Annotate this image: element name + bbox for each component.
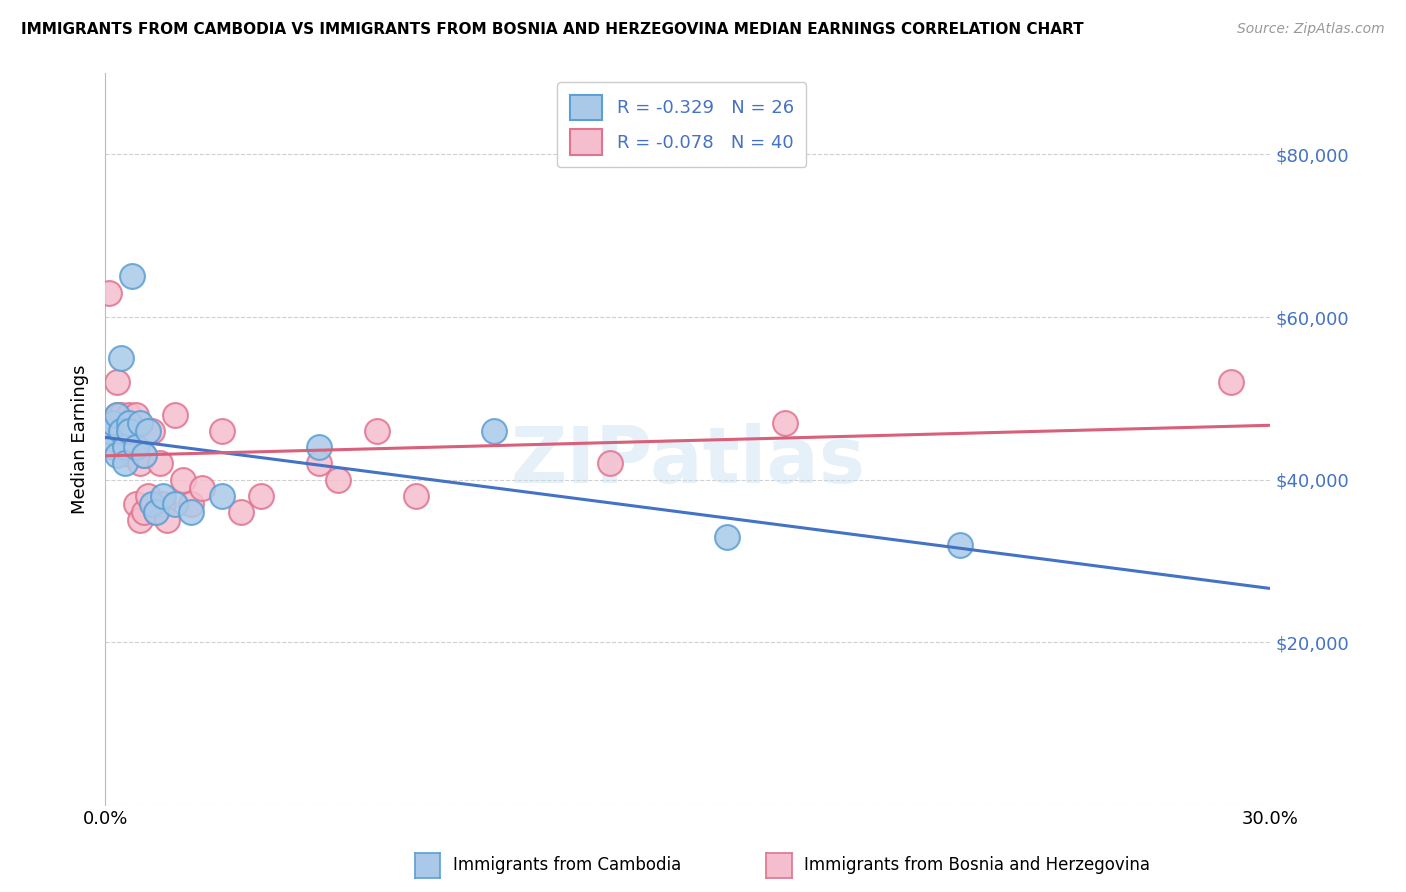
Point [129,416,152,430]
Point [165,497,187,511]
Point [132,505,155,519]
Point [948,538,970,552]
Point [110,351,132,365]
Point [98,285,121,300]
Point [165,408,187,422]
Point [211,424,233,438]
Point [132,448,155,462]
Point [105,408,128,422]
Point [114,416,136,430]
Point [110,424,132,438]
Point [180,505,202,519]
Point [308,457,330,471]
Point [599,457,621,471]
Point [98,424,121,438]
Point [141,424,163,438]
Point [121,432,143,446]
Point [117,416,139,430]
Point [129,513,152,527]
Point [328,473,350,487]
Point [482,424,505,438]
Point [136,424,159,438]
Text: Immigrants from Cambodia: Immigrants from Cambodia [453,856,681,874]
Point [152,489,174,503]
Point [121,269,143,284]
Text: ZIPatlas: ZIPatlas [510,423,865,499]
Point [125,440,148,454]
Point [145,505,167,519]
Point [101,416,124,430]
Point [156,513,179,527]
Point [110,408,132,422]
Point [716,530,738,544]
Point [773,416,796,430]
Point [132,448,155,462]
Point [101,440,124,454]
Point [101,416,124,430]
Point [152,497,174,511]
Point [105,375,128,389]
Point [101,432,124,446]
Point [114,440,136,454]
Y-axis label: Median Earnings: Median Earnings [72,364,89,514]
Point [366,424,388,438]
Point [180,497,202,511]
Point [141,497,163,511]
Point [136,489,159,503]
Point [405,489,427,503]
Point [105,448,128,462]
Point [98,424,121,438]
Point [172,473,194,487]
Point [105,408,128,422]
Point [117,424,139,438]
Point [148,457,170,471]
Point [110,424,132,438]
Point [211,489,233,503]
Point [229,505,252,519]
Legend: R = -0.329   N = 26, R = -0.078   N = 40: R = -0.329 N = 26, R = -0.078 N = 40 [557,82,806,168]
Text: Immigrants from Bosnia and Herzegovina: Immigrants from Bosnia and Herzegovina [804,856,1150,874]
Point [125,408,148,422]
Point [129,457,152,471]
Point [249,489,271,503]
Point [145,505,167,519]
Point [121,448,143,462]
Point [125,497,148,511]
Point [1220,375,1243,389]
Point [114,432,136,446]
Point [114,457,136,471]
Point [117,440,139,454]
Point [117,408,139,422]
Text: IMMIGRANTS FROM CAMBODIA VS IMMIGRANTS FROM BOSNIA AND HERZEGOVINA MEDIAN EARNIN: IMMIGRANTS FROM CAMBODIA VS IMMIGRANTS F… [21,22,1084,37]
Text: Source: ZipAtlas.com: Source: ZipAtlas.com [1237,22,1385,37]
Point [191,481,214,495]
Point [308,440,330,454]
